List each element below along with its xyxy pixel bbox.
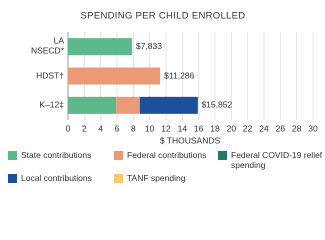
total-label: $7,833 xyxy=(136,41,162,51)
legend-item: Local contributions xyxy=(8,173,114,183)
x-tick-label: 6 xyxy=(115,123,120,133)
legend-swatch xyxy=(218,150,227,160)
x-tick-label: 14 xyxy=(178,123,188,133)
bar-segment xyxy=(68,67,161,85)
legend-swatch xyxy=(114,150,123,160)
bar-segment xyxy=(139,96,198,114)
y-tick-label: K–12‡ xyxy=(39,100,64,110)
legend-label: Federal COVID-19 relief spending xyxy=(231,150,323,170)
legend-item: TANF spending xyxy=(114,173,218,183)
legend-label: TANF spending xyxy=(127,173,186,183)
legend-item: Federal COVID-19 relief spending xyxy=(218,150,323,170)
x-tick-label: 2 xyxy=(82,123,87,133)
legend-label: Federal contributions xyxy=(127,150,207,160)
x-tick-label: 20 xyxy=(227,123,237,133)
legend-swatch xyxy=(114,173,123,183)
x-tick-label: 8 xyxy=(131,123,136,133)
total-label: $15,852 xyxy=(201,100,232,110)
x-tick-label: 10 xyxy=(145,123,155,133)
legend: State contributions Federal contributions… xyxy=(8,150,323,183)
bar-segment xyxy=(68,96,117,114)
chart: SPENDING PER CHILD ENROLLED $ THOUSANDS … xyxy=(8,11,323,183)
x-tick-label: 30 xyxy=(308,123,318,133)
chart-title: SPENDING PER CHILD ENROLLED xyxy=(81,11,246,22)
total-label: $11,286 xyxy=(164,70,194,80)
x-tick-label: 24 xyxy=(259,123,269,133)
legend-item: Federal contributions xyxy=(114,150,218,170)
x-tick-label: 28 xyxy=(292,123,302,133)
legend-label: State contributions xyxy=(21,150,92,160)
legend-swatch xyxy=(8,150,17,160)
x-tick-label: 4 xyxy=(98,123,103,133)
x-tick-label: 12 xyxy=(161,123,171,133)
legend-item: State contributions xyxy=(8,150,114,170)
x-tick-label: 18 xyxy=(210,123,220,133)
x-axis-label: $ THOUSANDS xyxy=(160,135,221,145)
x-tick-label: 26 xyxy=(276,123,286,133)
bar-segment xyxy=(68,38,132,56)
y-tick-label: HDST† xyxy=(36,70,64,80)
x-tick-label: 22 xyxy=(243,123,253,133)
x-tick-label: 16 xyxy=(194,123,204,133)
plot: SPENDING PER CHILD ENROLLED $ THOUSANDS … xyxy=(31,11,318,146)
legend-label: Local contributions xyxy=(21,173,92,183)
x-tick-label: 0 xyxy=(66,123,71,133)
bar-segment xyxy=(116,96,140,114)
legend-swatch xyxy=(8,173,17,183)
y-tick-label: LA NSECD* xyxy=(31,36,65,56)
